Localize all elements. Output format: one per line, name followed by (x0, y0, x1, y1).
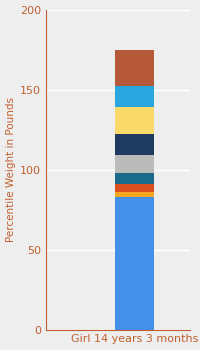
Bar (115, 50, 154, 86)
Bar (115, 184, 154, 192)
Bar (115, 86, 154, 107)
Y-axis label: Percentile Weight in Pounds: Percentile Weight in Pounds (6, 97, 16, 242)
Bar (115, 192, 154, 197)
Bar (115, 134, 154, 155)
Bar (115, 107, 154, 134)
Bar (115, 155, 154, 173)
Bar (115, 197, 154, 330)
Bar (115, 173, 154, 184)
